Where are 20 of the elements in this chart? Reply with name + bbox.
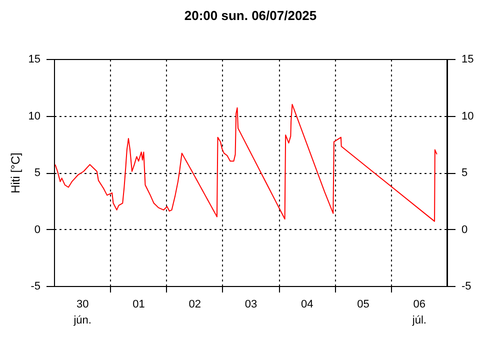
x-tick-label: 03: [244, 298, 258, 310]
x-tick-label: 05: [357, 298, 370, 310]
y-tick-label: 10: [28, 110, 40, 122]
y-tick-label: 0: [34, 224, 40, 236]
x-tick-label: 02: [188, 298, 201, 310]
y2-tick-label: 15: [462, 54, 474, 66]
y-tick-label: 15: [28, 54, 40, 66]
y-tick-label: 5: [34, 167, 40, 179]
y-axis-title: Hiti [°C]: [8, 152, 22, 194]
x-tick-label: 30 jún.: [72, 298, 92, 326]
x-tick-label: 06 júl.: [411, 298, 426, 326]
y-tick-label: -5: [30, 280, 40, 292]
line-series: [54, 104, 438, 222]
y2-tick-label: 10: [462, 110, 474, 122]
y2-tick-label: 5: [462, 167, 468, 179]
y2-tick-label: -5: [462, 280, 472, 292]
x-tick-label: 01: [132, 298, 145, 310]
chart-title: 20:00 sun. 06/07/2025: [184, 8, 317, 23]
x-tick-label: 04: [301, 298, 314, 310]
y2-tick-label: 0: [462, 224, 468, 236]
